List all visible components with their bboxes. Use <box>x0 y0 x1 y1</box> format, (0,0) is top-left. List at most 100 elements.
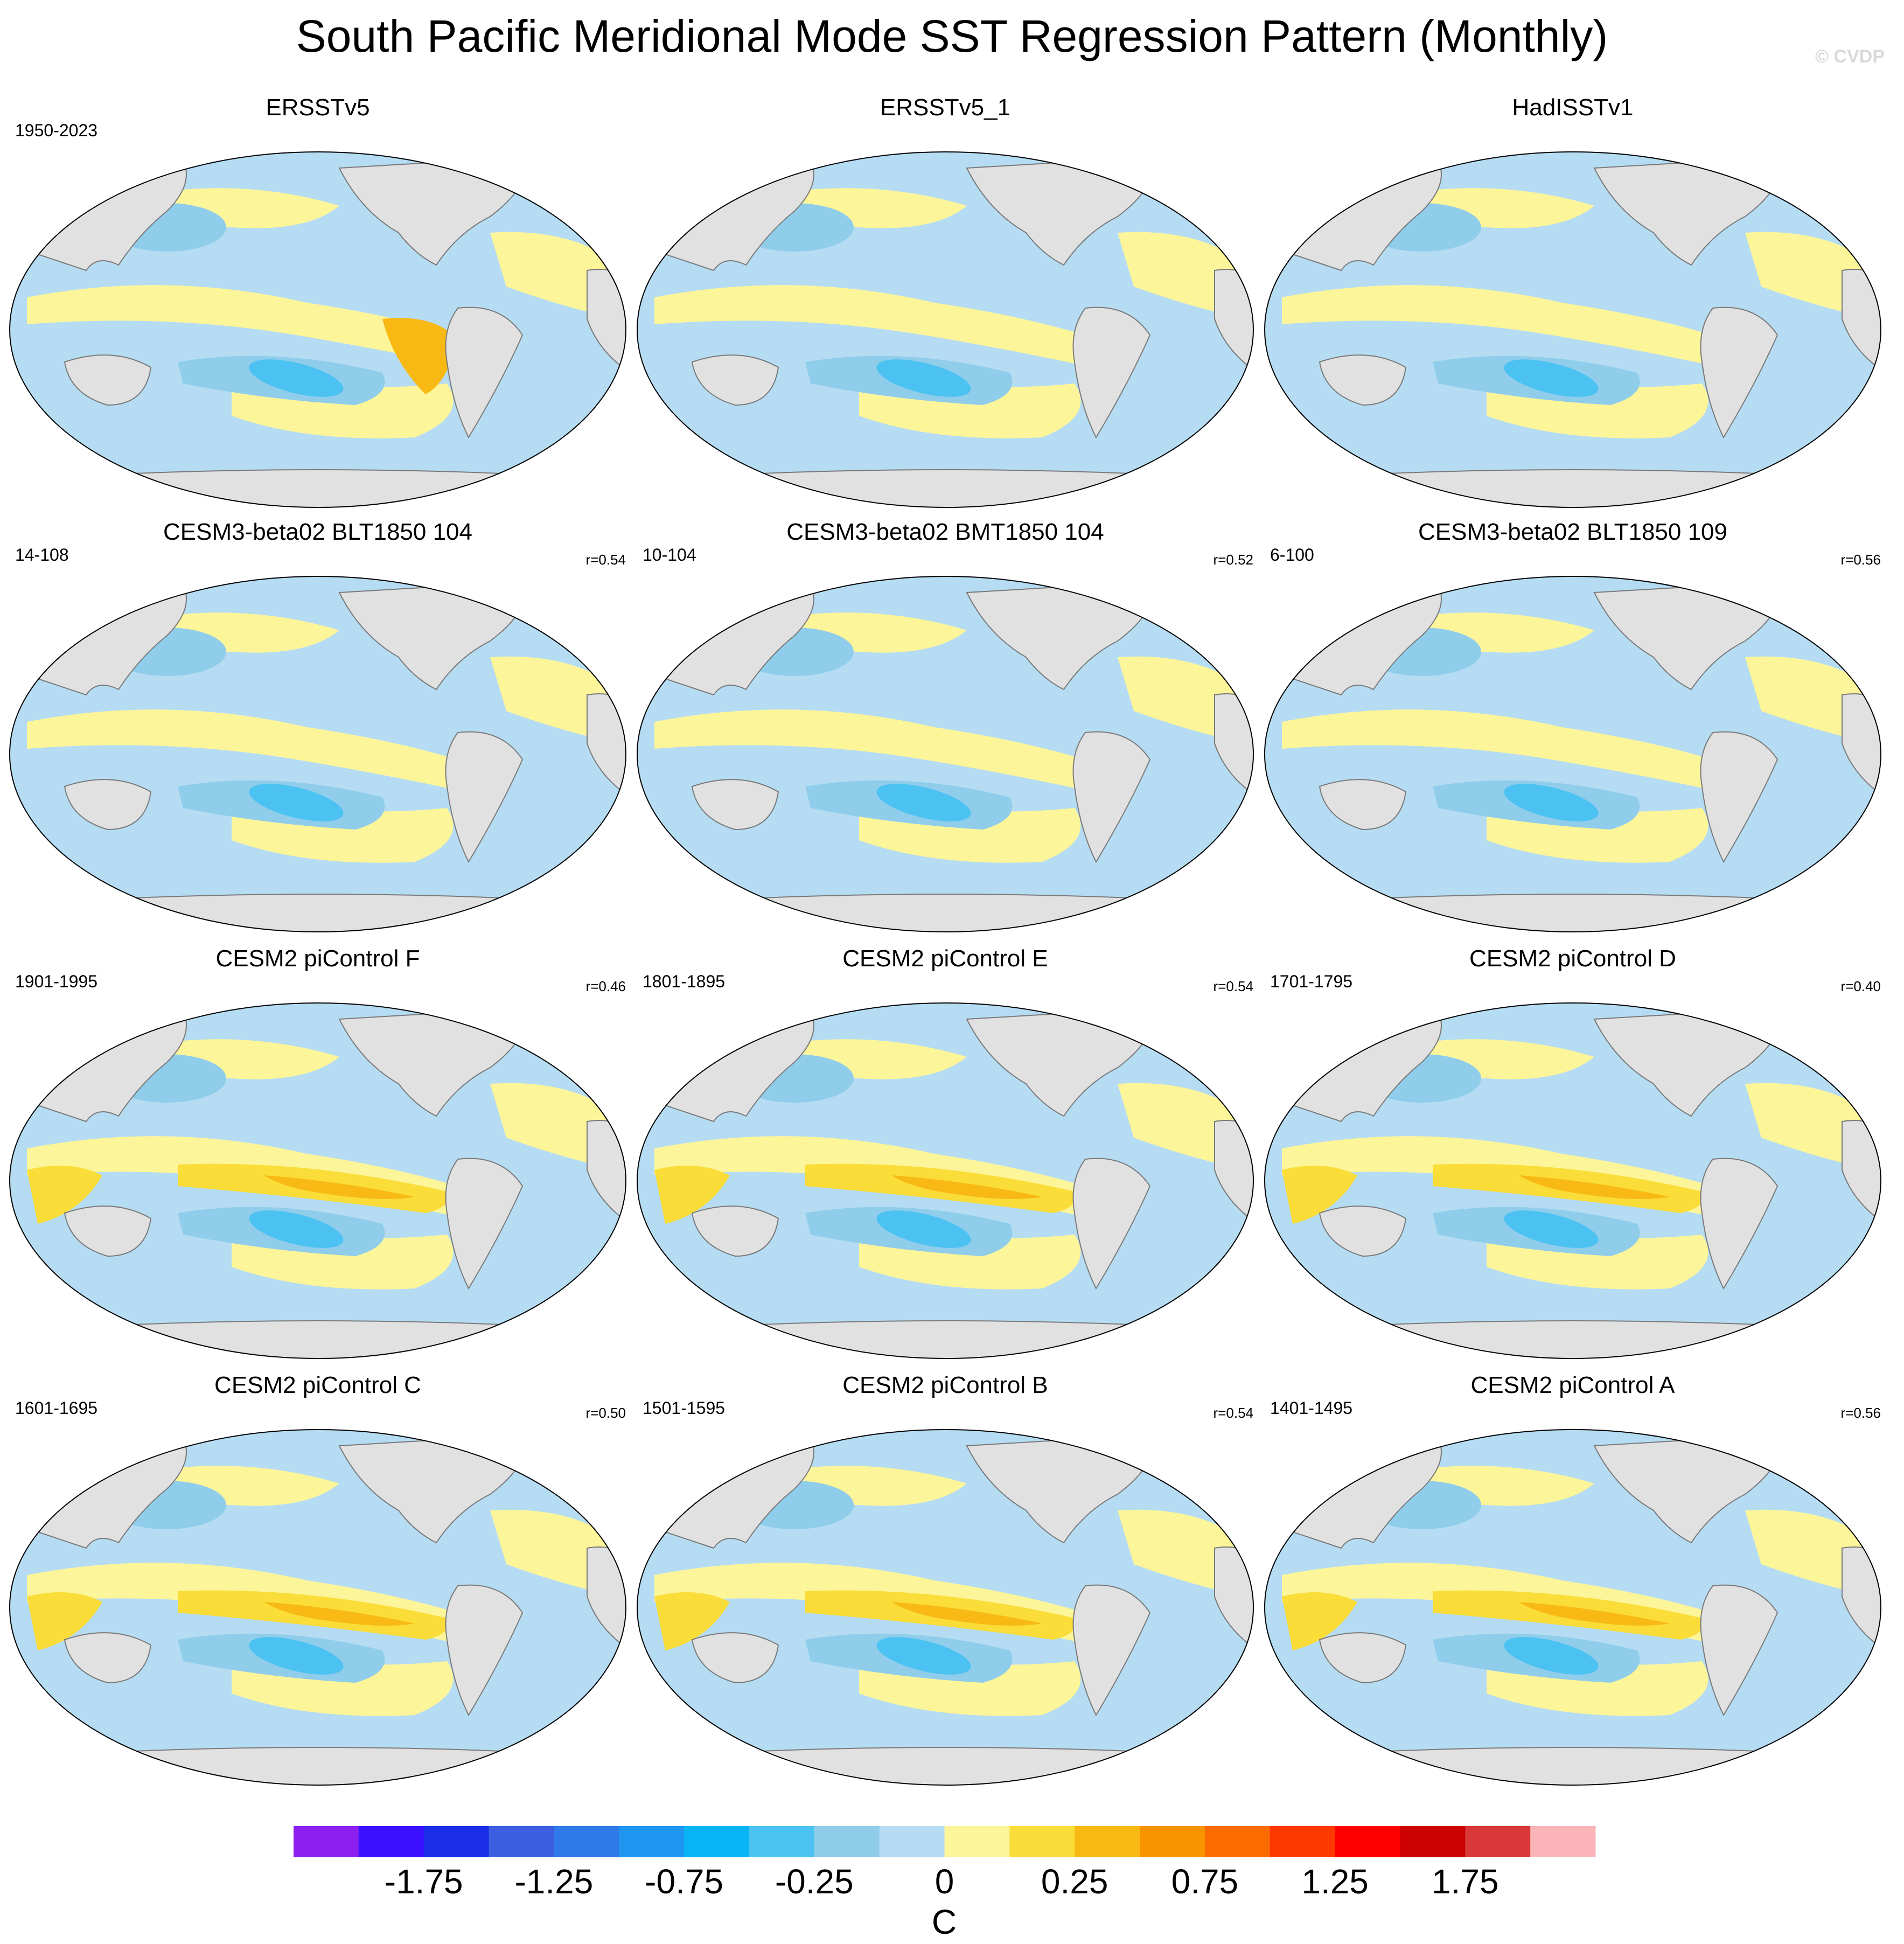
warm-band-equatorial <box>27 285 490 373</box>
panel-year-range: 1901-1995 <box>15 972 98 991</box>
sst-map <box>1264 576 1881 932</box>
panel-pattern-correlation: r=0.40 <box>1840 978 1881 994</box>
sst-map <box>9 1002 626 1359</box>
figure-title: South Pacific Meridional Mode SST Regres… <box>296 11 1608 61</box>
cold-core-south-pacific <box>876 1637 971 1675</box>
land-south-america <box>1072 731 1151 863</box>
land-south-america <box>1700 1584 1779 1717</box>
cold-core-south-pacific <box>1504 359 1599 397</box>
land-australia <box>64 779 152 831</box>
sst-map <box>9 576 626 932</box>
panel-pattern-correlation: r=0.56 <box>1840 1405 1881 1421</box>
warm-core-indian <box>27 1592 102 1650</box>
map-border <box>637 576 1254 932</box>
land-south-america <box>1072 1584 1151 1717</box>
sst-map <box>637 151 1254 508</box>
land-australia <box>64 354 152 406</box>
panel-title: ERSSTv5_1 <box>880 94 1011 121</box>
panel-title: CESM2 piControl D <box>1469 945 1676 972</box>
warm-band-equatorial <box>27 709 490 797</box>
warm-core-indian <box>27 1166 102 1224</box>
panel-title: CESM2 piControl B <box>842 1372 1048 1398</box>
cold-core-south-pacific <box>249 1210 344 1248</box>
panel-year-range: 1701-1795 <box>1270 972 1353 991</box>
colorbar-tick-label: -1.25 <box>514 1862 593 1901</box>
colorbar-swatch <box>1335 1826 1400 1857</box>
colorbar-tick-label: -1.75 <box>385 1862 463 1901</box>
colorbar-tick-label: 1.25 <box>1301 1862 1369 1901</box>
sst-map <box>9 151 626 508</box>
map-border <box>1264 1002 1881 1359</box>
map-border <box>1264 151 1881 508</box>
warm-band-equatorial <box>1282 285 1745 373</box>
colorbar-tick-label: 0.25 <box>1041 1862 1108 1901</box>
warm-peak-equatorial <box>891 1602 1042 1626</box>
map-panel: CESM2 piControl F 1901-1995 r=0.46 <box>5 944 630 1372</box>
colorbar-swatch <box>684 1826 750 1857</box>
colorbar-swatch <box>749 1826 815 1857</box>
map-panel: CESM2 piControl C 1601-1695 r=0.50 <box>5 1370 630 1799</box>
colorbar-tick-label: -0.25 <box>775 1862 854 1901</box>
warm-peak-equatorial <box>1519 1175 1670 1199</box>
map-border <box>637 1429 1254 1786</box>
map-panel: CESM3-beta02 BLT1850 109 6-100 r=0.56 <box>1260 517 1885 945</box>
map-panel: CESM3-beta02 BMT1850 104 10-104 r=0.52 <box>633 517 1258 945</box>
warm-band-equatorial <box>1282 709 1745 797</box>
panel-title: ERSSTv5 <box>266 94 370 121</box>
map-panel: CESM2 piControl A 1401-1495 r=0.56 <box>1260 1370 1885 1799</box>
map-contents <box>637 152 1253 507</box>
panel-year-range: 1950-2023 <box>15 121 98 140</box>
cold-core-south-pacific <box>876 1210 971 1248</box>
colorbar-swatch <box>814 1826 880 1857</box>
colorbar-swatch <box>423 1826 490 1857</box>
land-australia <box>691 1206 779 1257</box>
sst-map <box>1264 151 1881 508</box>
colorbar-swatch <box>1075 1826 1140 1857</box>
colorbar-swatch <box>619 1826 685 1857</box>
panel-year-range: 6-100 <box>1270 545 1314 565</box>
colorbar-swatch <box>1465 1826 1531 1857</box>
panel-pattern-correlation: r=0.54 <box>1213 978 1253 994</box>
sst-map <box>637 1429 1254 1786</box>
land-australia <box>1319 1632 1407 1684</box>
land-australia <box>691 779 779 831</box>
land-australia <box>691 1632 779 1684</box>
colorbar-tick-label: 0.75 <box>1171 1862 1239 1901</box>
land-south-america <box>1700 306 1779 439</box>
colorbar-swatch <box>358 1826 424 1857</box>
map-panel: CESM3-beta02 BLT1850 104 14-108 r=0.54 <box>5 517 630 945</box>
map-panel: ERSSTv5 1950-2023 <box>5 93 630 521</box>
warm-core-indian <box>1282 1592 1357 1650</box>
map-panel: CESM2 piControl E 1801-1895 r=0.54 <box>633 944 1258 1372</box>
cold-core-south-pacific <box>249 359 344 397</box>
map-panel: CESM2 piControl B 1501-1595 r=0.54 <box>633 1370 1258 1799</box>
land-south-america <box>445 1158 524 1290</box>
warm-core-peru <box>382 318 458 394</box>
panel-title: CESM2 piControl F <box>215 945 420 972</box>
land-south-america <box>445 731 524 863</box>
panel-title: CESM3-beta02 BLT1850 104 <box>163 519 472 545</box>
map-contents <box>637 1430 1253 1785</box>
panel-year-range: 1501-1595 <box>643 1398 726 1418</box>
colorbar-swatch <box>1270 1826 1336 1857</box>
cold-core-south-pacific <box>249 784 344 821</box>
land-south-america <box>445 306 524 439</box>
panel-title: CESM3-beta02 BMT1850 104 <box>786 519 1104 545</box>
warm-peak-equatorial <box>891 1175 1042 1199</box>
colorbar-swatch <box>879 1826 945 1857</box>
warm-core-indian <box>1282 1166 1357 1224</box>
land-australia <box>1319 354 1407 406</box>
colorbar-tick-label: -0.75 <box>645 1862 723 1901</box>
panel-pattern-correlation: r=0.50 <box>585 1405 626 1421</box>
panel-pattern-correlation: r=0.54 <box>585 552 626 568</box>
panel-pattern-correlation: r=0.46 <box>585 978 626 994</box>
colorbar-swatch <box>1400 1826 1466 1857</box>
warm-core-indian <box>654 1592 730 1650</box>
land-australia <box>691 354 779 406</box>
land-south-america <box>1072 1158 1151 1290</box>
map-border <box>637 151 1254 508</box>
cold-core-south-pacific <box>876 359 971 397</box>
cold-core-south-pacific <box>249 1637 344 1675</box>
map-border <box>9 151 626 508</box>
sst-map <box>637 576 1254 932</box>
